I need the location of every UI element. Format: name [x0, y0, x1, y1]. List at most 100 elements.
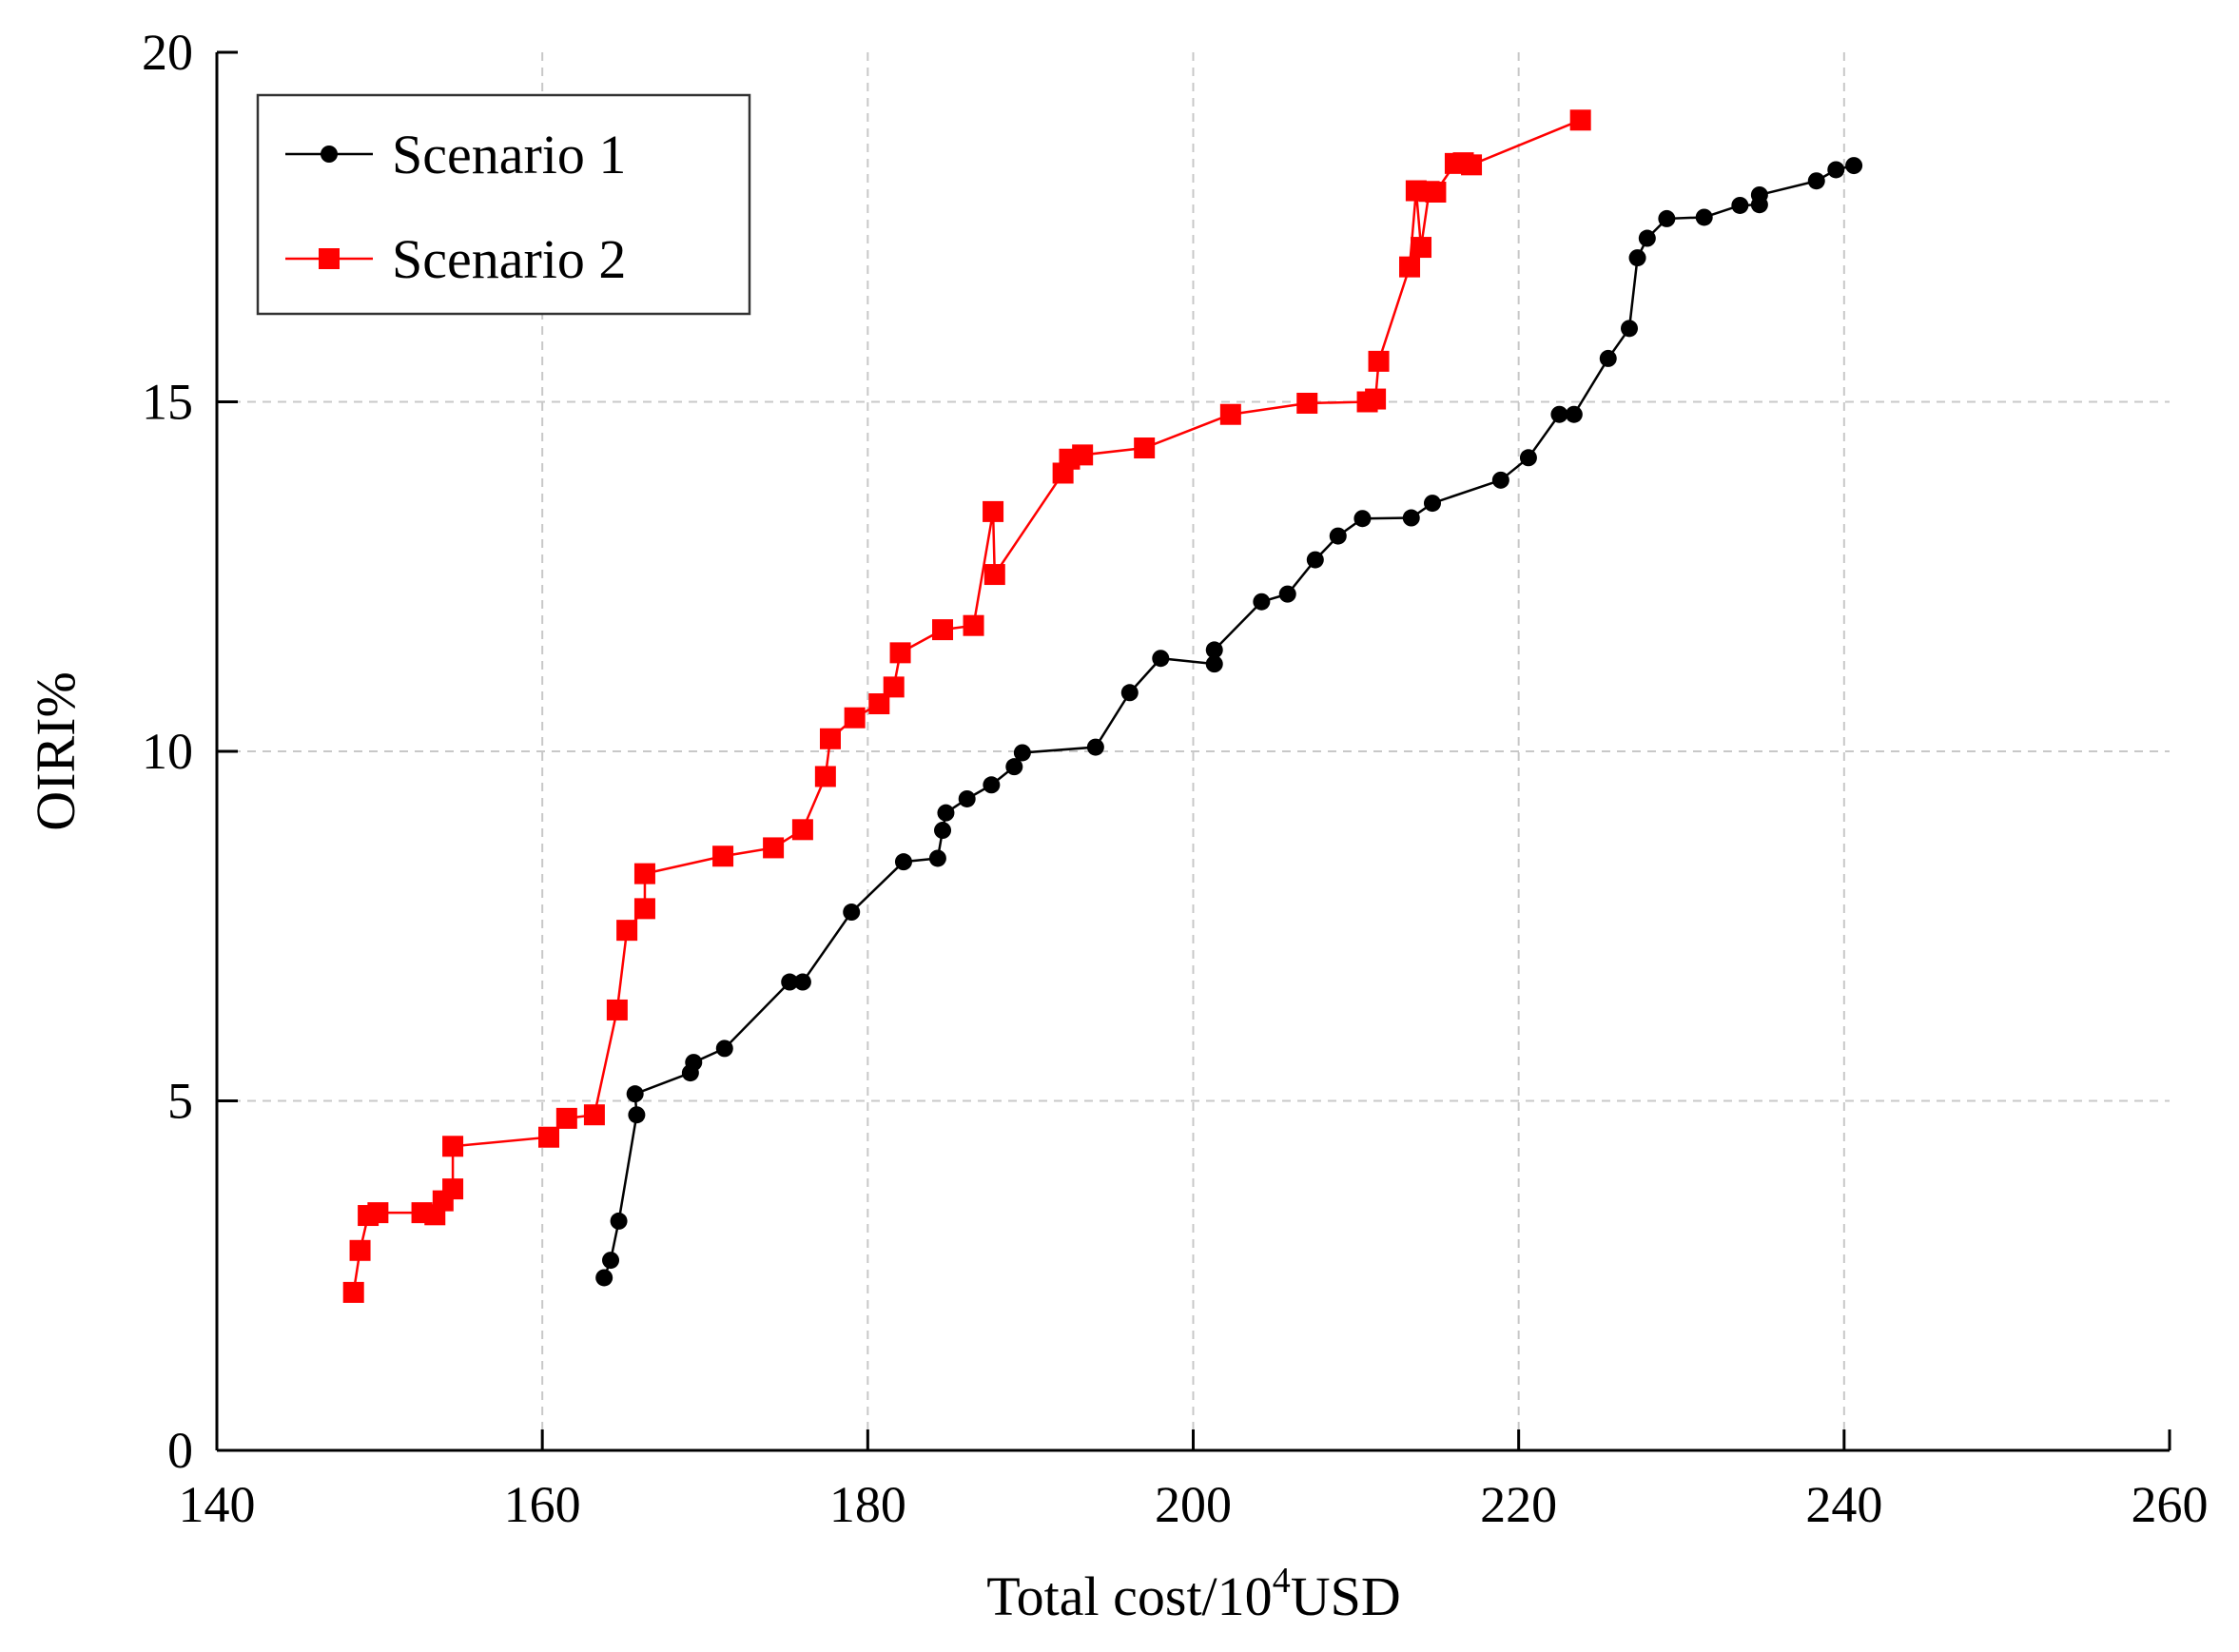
- x-axis-title: Total cost/104USD: [986, 1561, 1400, 1627]
- scenario-1-point: [1205, 655, 1223, 673]
- scenario-1-point: [595, 1269, 613, 1287]
- scenario-2-point: [442, 1136, 464, 1157]
- scenario-2-point: [1365, 388, 1387, 410]
- scenario-1-point: [793, 973, 811, 991]
- scenario-1-point: [1013, 744, 1031, 762]
- y-tick-label: 15: [142, 374, 193, 431]
- scenario-1-point: [1005, 758, 1023, 776]
- x-tick-label: 160: [504, 1476, 581, 1533]
- x-tick-label: 240: [1805, 1476, 1882, 1533]
- scenario-1-point: [1306, 551, 1324, 569]
- scenario-1-point: [1807, 172, 1825, 190]
- scenario-2-point: [606, 999, 628, 1020]
- scenario-1-point: [1353, 510, 1372, 528]
- scenario-1-line: [603, 164, 1855, 1278]
- scenario-2-point: [1569, 109, 1591, 131]
- scenario-1-point: [1638, 229, 1656, 247]
- scenario-2-point: [932, 619, 954, 641]
- x-tick-label: 220: [1480, 1476, 1557, 1533]
- y-tick-label: 5: [167, 1073, 193, 1130]
- scenario-1-point: [715, 1040, 733, 1058]
- scenario-2-point: [819, 728, 841, 749]
- scenario-1-point: [928, 849, 946, 867]
- scenario-1-point: [958, 789, 976, 807]
- scenario-2-point: [868, 693, 890, 715]
- x-axis-title-main: Total cost/10: [986, 1565, 1272, 1627]
- scenario-2-legend-label: Scenario 2: [392, 228, 626, 290]
- scenario-2-point: [555, 1107, 577, 1129]
- scenario-2-point: [1134, 437, 1156, 459]
- scenario-2-point: [1399, 256, 1421, 278]
- scenario-2-point: [983, 564, 1005, 586]
- x-tick-label: 180: [829, 1476, 906, 1533]
- y-tick-label: 10: [142, 723, 193, 780]
- scenario-2-point: [633, 898, 655, 920]
- scenario-1-point: [934, 822, 952, 840]
- scenario-1-point: [1731, 196, 1749, 214]
- grid: [217, 52, 2170, 1450]
- scenario-1-point: [1827, 161, 1845, 179]
- scenario-2-point: [342, 1281, 364, 1303]
- scenario-2-point: [763, 837, 785, 859]
- scenario-1-point: [1205, 641, 1223, 659]
- scenario-1-point: [1086, 738, 1104, 756]
- x-axis-title-unit: USD: [1291, 1565, 1401, 1627]
- scenario-2-point: [983, 500, 1004, 522]
- scenario-1-point: [1278, 585, 1296, 603]
- scenario-2-point: [844, 707, 866, 729]
- scenario-2-point: [883, 676, 905, 698]
- scenario-1-point: [1253, 593, 1271, 611]
- scenario-1-point: [626, 1085, 644, 1103]
- scenario-1-point: [602, 1252, 620, 1270]
- legend-box: [256, 93, 751, 316]
- scenario-1-point: [1152, 650, 1170, 668]
- x-tick-label: 140: [179, 1476, 256, 1533]
- scenario-2-point: [889, 642, 911, 664]
- x-axis-title-superscript: 4: [1273, 1561, 1291, 1601]
- scenario-1-point: [781, 973, 799, 991]
- scenario-1-point: [1550, 405, 1568, 423]
- legend: Scenario 1 Scenario 2: [256, 93, 751, 316]
- scenario-2-point: [1296, 392, 1318, 414]
- x-tick-label: 200: [1155, 1476, 1232, 1533]
- scenario-1-point: [610, 1212, 628, 1230]
- scenario-2-legend-marker: [319, 248, 340, 269]
- scenario-1-point: [1565, 405, 1583, 423]
- scenario-2-point: [442, 1178, 464, 1200]
- scenario-1-legend-marker: [321, 146, 338, 163]
- scenario-2-point: [1072, 444, 1094, 466]
- scenario-2-point: [616, 920, 638, 942]
- series: [342, 109, 1863, 1303]
- scenario-1-point: [1120, 684, 1139, 702]
- scenario-1-point: [1750, 185, 1768, 204]
- y-axis-title: OIRI%: [25, 671, 87, 831]
- scenario-1-point: [1491, 471, 1509, 489]
- scenario-2-point: [791, 819, 813, 841]
- scenario-1-point: [1519, 449, 1537, 467]
- scenario-2-point: [367, 1202, 389, 1224]
- scenario-2-point: [963, 614, 984, 636]
- scenario-1-legend-label: Scenario 1: [392, 124, 626, 185]
- scenario-2-point: [538, 1126, 560, 1148]
- scenario-2-point: [1425, 182, 1447, 203]
- scenario-1-point: [843, 904, 861, 922]
- scenario-1-point: [983, 776, 1001, 794]
- scenario-1-point: [894, 853, 912, 871]
- scenario-1-point: [1329, 527, 1347, 545]
- ticks: 140 160 180 200 220 240 260 0 5 10 15 20: [142, 24, 2209, 1533]
- scenario-1-point: [1423, 495, 1441, 513]
- scenario-2-point: [1219, 403, 1241, 425]
- scenario-2-point: [633, 863, 655, 884]
- scenario-2-point: [583, 1104, 605, 1126]
- scenario-1-point: [1695, 208, 1713, 226]
- scenario-1-point: [1628, 249, 1646, 267]
- scenario-1-point: [1845, 157, 1863, 175]
- scenario-1-point: [628, 1106, 646, 1124]
- scenario-2-point: [1461, 154, 1483, 176]
- scenario-2-series: [342, 109, 1591, 1303]
- scenario-1-point: [937, 804, 955, 822]
- scenario-1-point: [1402, 509, 1420, 527]
- y-tick-label: 20: [142, 24, 193, 81]
- scenario-1-point: [1599, 349, 1617, 367]
